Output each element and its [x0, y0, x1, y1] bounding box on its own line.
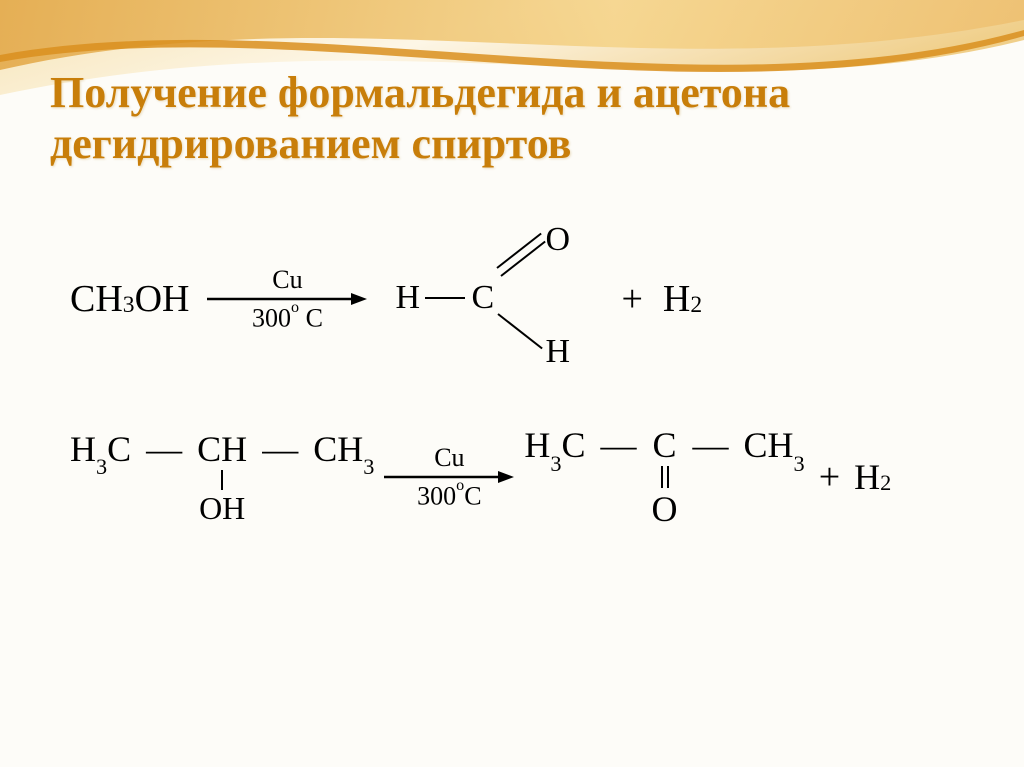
atom-h-bottom: H	[545, 335, 570, 369]
subscript: 3	[794, 451, 805, 476]
temp-value: 300	[417, 482, 456, 511]
text: H	[524, 425, 550, 465]
rxn1-reactant: CH3OH	[70, 277, 189, 321]
text: CH	[313, 429, 363, 469]
reaction-2: H3C — CH OH — CH3 Cu 300oC	[70, 424, 974, 530]
text: H	[663, 277, 690, 321]
temp-unit: C	[464, 482, 481, 511]
subscript: 3	[123, 292, 135, 319]
temp-value: 300	[252, 304, 291, 333]
slide-title: Получение формальдегида и ацетона дегидр…	[50, 68, 950, 169]
dash: —	[693, 425, 729, 465]
subscript: 3	[550, 451, 561, 476]
catalyst-bottom: 300o C	[252, 305, 323, 332]
text: C	[107, 429, 131, 469]
text: C	[562, 425, 586, 465]
dash: —	[262, 429, 298, 469]
c: C	[653, 424, 677, 466]
subscript: 2	[880, 470, 891, 496]
bond	[221, 470, 223, 490]
double-bond	[661, 466, 669, 488]
group-left: H3C	[70, 429, 140, 469]
reactions-area: CH3OH Cu 300o C H C O	[50, 229, 974, 530]
temp-unit: C	[299, 304, 323, 333]
degree: o	[456, 477, 464, 494]
text: H	[70, 429, 96, 469]
subscript: 3	[363, 454, 374, 479]
center-c-o: C O	[652, 424, 678, 530]
ch: CH	[197, 428, 247, 470]
rxn2-arrow: Cu 300oC	[384, 445, 514, 510]
bond	[497, 233, 542, 269]
atom-c: C	[471, 281, 494, 315]
rxn1-arrow: Cu 300o C	[207, 267, 367, 332]
subscript: 3	[96, 454, 107, 479]
oh: OH	[199, 490, 245, 527]
slide-content: Получение формальдегида и ацетона дегидр…	[0, 0, 1024, 530]
text: CH	[70, 277, 123, 321]
rxn2-byproduct: H2	[854, 456, 891, 498]
formaldehyde-structure: H C O H	[395, 229, 595, 369]
atom-h-left: H	[395, 281, 420, 315]
text: H	[854, 456, 880, 498]
rxn2-reactant: H3C — CH OH — CH3	[70, 428, 374, 527]
catalyst-top: Cu	[272, 267, 302, 293]
rxn2-product: H3C — C O — CH3	[524, 424, 804, 530]
o: O	[652, 488, 678, 530]
bond	[425, 297, 465, 299]
text: CH	[744, 425, 794, 465]
degree: o	[291, 299, 299, 316]
plus-sign: +	[621, 277, 642, 321]
group-left: H3C	[524, 425, 594, 465]
group-right: CH3	[744, 425, 805, 465]
reaction-1: CH3OH Cu 300o C H C O	[70, 229, 974, 369]
text: OH	[135, 277, 190, 321]
plus-sign: +	[819, 455, 840, 499]
catalyst-bottom: 300oC	[417, 483, 481, 510]
rxn1-byproduct: H2	[663, 277, 702, 321]
bond	[498, 313, 543, 349]
center-ch-oh: CH OH	[197, 428, 247, 527]
catalyst-top: Cu	[434, 445, 464, 471]
dash: —	[601, 425, 637, 465]
subscript: 2	[690, 292, 702, 319]
atom-o: O	[545, 223, 570, 257]
group-right: CH3	[313, 429, 374, 469]
dash: —	[146, 429, 182, 469]
